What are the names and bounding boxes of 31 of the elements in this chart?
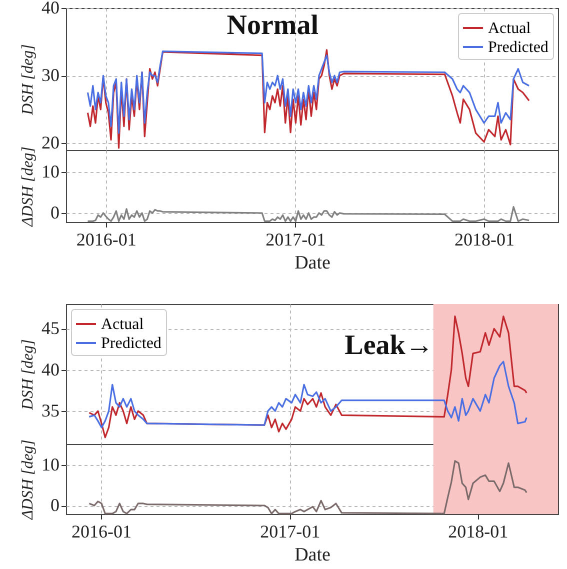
legend-label: Predicted <box>488 39 548 56</box>
x-axis-title: Date <box>294 252 330 274</box>
y-axis-title: DSH [deg] <box>20 44 36 116</box>
y-tick-label: 40 <box>42 359 60 380</box>
annotation: Leak→ <box>344 330 434 361</box>
legend-label: Predicted <box>101 335 162 352</box>
line-series <box>88 460 528 514</box>
x-tick-label: 2017-01 <box>260 522 320 542</box>
y-tick-label: 20 <box>42 132 60 153</box>
y-tick-label: 40 <box>42 0 60 18</box>
y-tick-label: 35 <box>42 400 60 421</box>
legend-label: Actual <box>101 316 144 333</box>
x-axis-title: Date <box>294 544 330 566</box>
y-tick-label: 30 <box>42 65 60 86</box>
x-tick-label: 2018-01 <box>448 522 508 542</box>
y-tick-label: 45 <box>42 318 60 338</box>
y-tick-label: 0 <box>50 202 60 222</box>
line-series <box>86 206 530 222</box>
legend-label: Actual <box>488 20 532 37</box>
x-tick-label: 2017-01 <box>266 230 326 250</box>
x-tick-label: 2016-01 <box>76 230 136 250</box>
y-tick-label: 0 <box>50 495 60 516</box>
line-series <box>88 360 528 428</box>
y-tick-label: 10 <box>42 162 60 182</box>
y-axis-title: ΔDSH [deg] <box>20 146 36 228</box>
x-tick-label: 2018-01 <box>454 230 515 250</box>
y-tick-label: 10 <box>42 454 60 475</box>
y-axis-title: DSH [deg] <box>20 339 36 411</box>
x-tick-label: 2016-01 <box>72 522 132 542</box>
annotation: Normal <box>226 10 319 41</box>
y-axis-title: ΔDSH [deg] <box>20 439 36 521</box>
